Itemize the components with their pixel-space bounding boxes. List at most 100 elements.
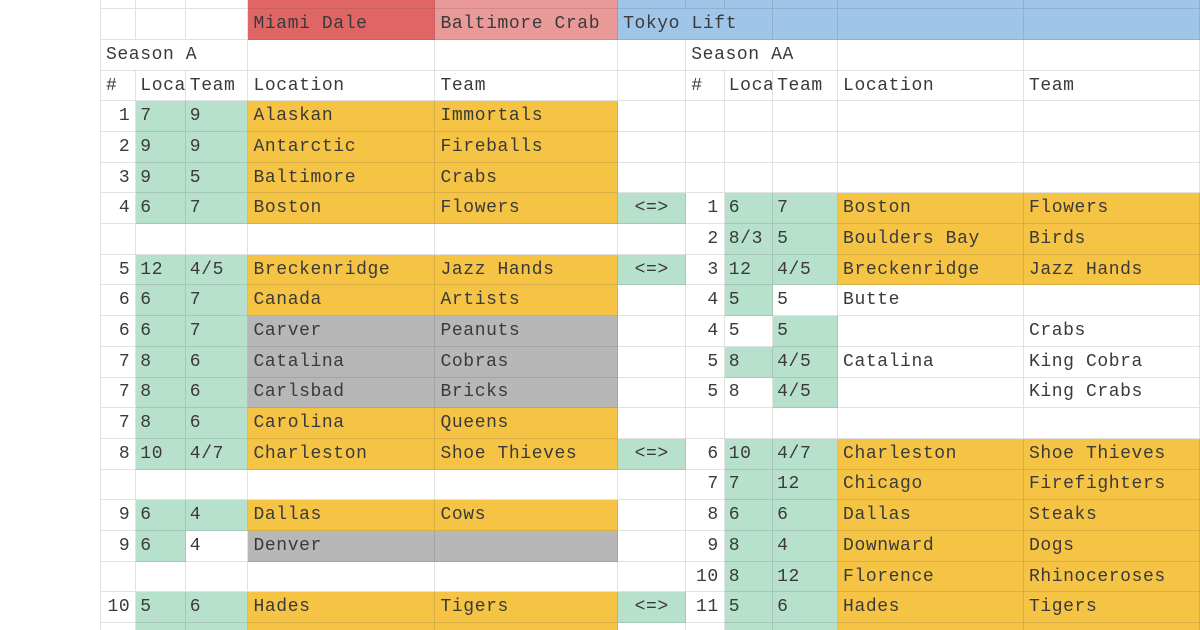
cell-right-team[interactable]: 4/5 [773, 377, 839, 409]
cell-right-teamname[interactable]: Dogs [1023, 530, 1200, 562]
cell-right-team[interactable] [773, 623, 839, 630]
cell-right-loc[interactable]: 8 [724, 561, 774, 593]
swap-cell[interactable]: <=> [618, 254, 687, 286]
cell-left-num[interactable]: 9 [100, 530, 137, 562]
cell-left-location[interactable]: Catalina [248, 346, 436, 378]
right-header-cell-team[interactable]: Team [773, 70, 839, 102]
cell-right-teamname[interactable] [1023, 408, 1200, 439]
partial-cell[interactable] [185, 0, 249, 10]
cell-left-loc[interactable]: 6 [136, 193, 186, 225]
swap-cell[interactable] [618, 408, 687, 439]
partial-cell[interactable] [136, 0, 186, 10]
cell-left-location[interactable]: Denver [248, 530, 436, 562]
cell-left-team[interactable]: 6 [185, 346, 249, 378]
cell-left-loc[interactable]: 12 [136, 254, 186, 286]
cell-right-team[interactable]: 7 [773, 193, 839, 225]
swap-cell[interactable] [618, 162, 687, 194]
cell-left-team[interactable]: 9 [185, 101, 249, 133]
cell-left-location[interactable]: Dallas [248, 500, 436, 531]
cell-left-team[interactable] [185, 224, 249, 255]
cell-right-num[interactable] [686, 162, 725, 194]
swap-cell[interactable] [618, 500, 687, 531]
cell-right-location[interactable]: Charleston [838, 438, 1024, 470]
right-header-cell-loc[interactable]: Loca [724, 70, 774, 102]
cell-right-teamname[interactable]: Flowers [1023, 193, 1200, 225]
right-header-cell-location[interactable]: Location [838, 70, 1024, 102]
swap-cell[interactable] [618, 132, 687, 163]
cell-left-team[interactable]: 6 [185, 377, 249, 409]
cell-right-num[interactable] [686, 132, 725, 163]
cell-right-teamname[interactable]: Shoe Thieves [1023, 438, 1200, 470]
cell-left-num[interactable]: 10 [100, 592, 137, 624]
cell-left-num[interactable]: 9 [100, 500, 137, 531]
swap-cell[interactable] [618, 39, 687, 71]
cell-right-loc[interactable]: 8 [724, 377, 774, 409]
cell-right-teamname[interactable]: Tigers [1023, 592, 1200, 624]
cell-left-team[interactable]: 4/7 [185, 438, 249, 470]
cell-left-location[interactable]: Antarctic [248, 132, 436, 163]
cell-left-loc[interactable]: 7 [136, 101, 186, 133]
banner-cell-blue-blank[interactable] [1023, 9, 1200, 40]
cell-right-loc[interactable]: 12 [724, 254, 774, 286]
cell-left-teamname[interactable]: Shoe Thieves [435, 438, 619, 470]
cell-right-team[interactable]: 6 [773, 592, 839, 624]
cell-right-teamname[interactable]: Birds [1023, 224, 1200, 255]
left-header-cell-location[interactable]: Location [248, 70, 436, 102]
cell-right-num[interactable]: 5 [686, 346, 725, 378]
cell-left-teamname[interactable]: Cobras [435, 346, 619, 378]
cell-left-num[interactable]: 7 [100, 346, 137, 378]
cell-left-team[interactable]: 7 [185, 285, 249, 317]
cell-right-num[interactable]: 6 [686, 438, 725, 470]
partial-cell[interactable] [773, 0, 839, 10]
cell-right-loc[interactable] [724, 408, 774, 439]
cell-right-team[interactable]: 4 [773, 530, 839, 562]
cell-left-loc[interactable]: 5 [136, 592, 186, 624]
cell-right-loc[interactable] [724, 132, 774, 163]
swap-cell[interactable] [618, 70, 687, 102]
cell-right-num[interactable]: 8 [686, 500, 725, 531]
cell-left-location[interactable]: Carlsbad [248, 377, 436, 409]
cell-right-team[interactable]: 4/5 [773, 346, 839, 378]
cell-left-teamname[interactable]: Tigers [435, 592, 619, 624]
banner-cell-baltimore-crab[interactable]: Baltimore Crab [435, 9, 619, 40]
cell-left-teamname[interactable]: Bricks [435, 377, 619, 409]
cell-left-teamname[interactable] [435, 530, 619, 562]
swap-cell[interactable]: <=> [618, 592, 687, 624]
cell-left-teamname[interactable]: Crabs [435, 162, 619, 194]
cell-right-teamname[interactable]: Crabs [1023, 316, 1200, 347]
swap-cell[interactable] [618, 224, 687, 255]
cell-right-loc[interactable]: 5 [724, 592, 774, 624]
cell-right-loc[interactable]: 6 [724, 500, 774, 531]
banner-cell-miami-dale[interactable]: Miami Dale [248, 9, 436, 40]
partial-cell[interactable] [618, 0, 687, 10]
cell-left-location[interactable]: Canada [248, 285, 436, 317]
cell-right-num[interactable] [686, 408, 725, 439]
cell-left-location[interactable]: Boston [248, 193, 436, 225]
cell-right-num[interactable]: 3 [686, 254, 725, 286]
right-header-cell-num[interactable]: # [686, 70, 725, 102]
cell-right-team[interactable]: 5 [773, 316, 839, 347]
cell-left-location[interactable]: Hades [248, 592, 436, 624]
cell-right-team[interactable]: 4/7 [773, 438, 839, 470]
cell-left-teamname[interactable] [435, 469, 619, 501]
partial-cell[interactable] [248, 0, 436, 10]
swap-cell[interactable] [618, 561, 687, 593]
cell-right-loc[interactable]: 6 [724, 193, 774, 225]
cell-right-num[interactable]: 10 [686, 561, 725, 593]
cell-left-team[interactable]: 4/5 [185, 254, 249, 286]
cell-left-location[interactable]: Carver [248, 316, 436, 347]
cell-left-num[interactable] [100, 224, 137, 255]
left-header-cell-teamname[interactable]: Team [435, 70, 619, 102]
cell-right-location[interactable]: Chicago [838, 469, 1024, 501]
cell-empty[interactable] [248, 39, 436, 71]
cell-right-teamname[interactable]: Firefighters [1023, 469, 1200, 501]
cell-left-location[interactable] [248, 224, 436, 255]
cell-left-location[interactable] [248, 623, 436, 630]
cell-left-team[interactable]: 6 [185, 408, 249, 439]
cell-right-loc[interactable]: 5 [724, 285, 774, 317]
cell-right-team[interactable] [773, 408, 839, 439]
cell-left-location[interactable] [248, 561, 436, 593]
cell-left-team[interactable] [185, 561, 249, 593]
cell-right-num[interactable] [686, 623, 725, 630]
season-aa-label-cell[interactable]: Season AA [686, 39, 839, 71]
